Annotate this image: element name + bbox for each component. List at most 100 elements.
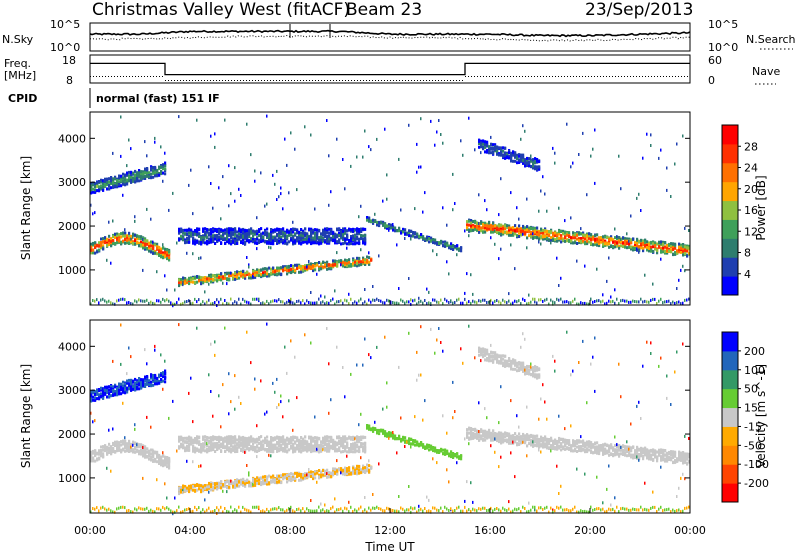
power-cell bbox=[110, 186, 113, 190]
power-cell bbox=[642, 300, 644, 304]
power-cell bbox=[510, 233, 513, 237]
velocity-cell bbox=[226, 445, 229, 449]
velocity-cell bbox=[224, 439, 227, 443]
velocity-cell bbox=[178, 486, 181, 490]
power-cell bbox=[290, 228, 293, 232]
velocity-cell bbox=[94, 419, 96, 423]
power-cell bbox=[202, 281, 205, 285]
power-cell bbox=[486, 149, 489, 152]
power-cell bbox=[116, 237, 119, 241]
power-cell bbox=[362, 227, 365, 231]
velocity-cell bbox=[202, 444, 205, 448]
power-cell bbox=[628, 239, 630, 243]
power-cell bbox=[190, 302, 192, 306]
power-cell bbox=[396, 229, 399, 233]
velocity-cell bbox=[110, 450, 113, 453]
velocity-cell bbox=[116, 440, 119, 444]
power-cell bbox=[308, 260, 310, 263]
power-cell bbox=[580, 301, 582, 305]
power-cell bbox=[448, 244, 451, 248]
power-cell bbox=[478, 142, 481, 146]
velocity-cell bbox=[234, 450, 237, 454]
power-cell bbox=[92, 251, 95, 255]
power-cell bbox=[320, 267, 323, 271]
power-cell bbox=[682, 246, 685, 250]
power-cell bbox=[150, 250, 153, 254]
power-cell bbox=[532, 227, 535, 231]
power-cell bbox=[344, 231, 347, 235]
power-cell bbox=[558, 298, 560, 302]
power-cell bbox=[366, 259, 369, 263]
velocity-cell bbox=[96, 506, 98, 510]
velocity-cell bbox=[228, 439, 231, 443]
power-cell bbox=[538, 298, 540, 302]
power-cell bbox=[544, 230, 547, 234]
velocity-cell bbox=[90, 395, 93, 398]
power-cell bbox=[276, 266, 279, 270]
power-cell bbox=[208, 282, 210, 286]
power-cell bbox=[672, 248, 675, 251]
velocity-cell bbox=[248, 442, 251, 446]
power-cell bbox=[328, 267, 331, 270]
velocity-cell bbox=[236, 442, 239, 446]
power-cell bbox=[324, 240, 327, 244]
power-cell bbox=[112, 185, 115, 189]
velocity-cell bbox=[190, 510, 192, 514]
velocity-cell bbox=[200, 446, 203, 449]
power-cell bbox=[646, 245, 649, 249]
power-cell bbox=[162, 179, 164, 183]
power-cell bbox=[292, 227, 295, 231]
power-cell bbox=[132, 232, 135, 236]
power-cell bbox=[624, 243, 627, 247]
power-cell bbox=[404, 237, 406, 240]
power-cell bbox=[636, 237, 639, 241]
velocity-cell bbox=[108, 447, 111, 450]
power-cell bbox=[684, 252, 687, 255]
power-cell bbox=[164, 172, 167, 176]
power-cell bbox=[454, 202, 456, 205]
power-cell bbox=[318, 265, 321, 269]
power-cell bbox=[268, 274, 271, 278]
power-cell bbox=[508, 292, 510, 296]
power-cell bbox=[230, 240, 233, 243]
power-cell bbox=[220, 228, 223, 232]
velocity-cell bbox=[158, 456, 161, 460]
power-cell bbox=[148, 246, 151, 250]
power-cell bbox=[188, 228, 191, 232]
power-cell bbox=[416, 235, 419, 239]
power-cell bbox=[684, 226, 686, 230]
power-cell bbox=[536, 233, 539, 236]
power-cell bbox=[498, 228, 501, 232]
velocity-cell bbox=[180, 442, 183, 446]
power-cell bbox=[506, 226, 509, 230]
power-cell bbox=[666, 244, 669, 248]
power-cell bbox=[128, 237, 131, 241]
velocity-cell bbox=[202, 437, 205, 441]
power-cell bbox=[216, 236, 219, 240]
power-cell bbox=[490, 230, 493, 234]
velocity-cell bbox=[198, 440, 201, 444]
power-cell bbox=[178, 238, 181, 242]
power-cell bbox=[116, 232, 119, 236]
power-cell bbox=[180, 280, 183, 284]
power-cell bbox=[486, 140, 489, 144]
power-cell bbox=[96, 250, 99, 254]
power-cell bbox=[638, 240, 641, 244]
velocity-cell bbox=[228, 485, 231, 489]
power-cell bbox=[518, 230, 521, 234]
power-cell bbox=[292, 220, 294, 224]
power-cell bbox=[564, 239, 567, 243]
power-cell bbox=[258, 270, 261, 274]
power-cell bbox=[168, 250, 171, 254]
velocity-cell bbox=[218, 437, 221, 441]
power-cell bbox=[488, 300, 490, 304]
power-cell bbox=[232, 240, 235, 244]
power-cell bbox=[558, 238, 561, 242]
velocity-cell bbox=[208, 483, 211, 487]
velocity-cell bbox=[100, 506, 102, 510]
velocity-cell bbox=[178, 446, 181, 450]
velocity-cell bbox=[136, 382, 139, 386]
velocity-cell bbox=[98, 393, 101, 397]
power-cell bbox=[336, 240, 339, 244]
power-cell bbox=[518, 158, 521, 162]
